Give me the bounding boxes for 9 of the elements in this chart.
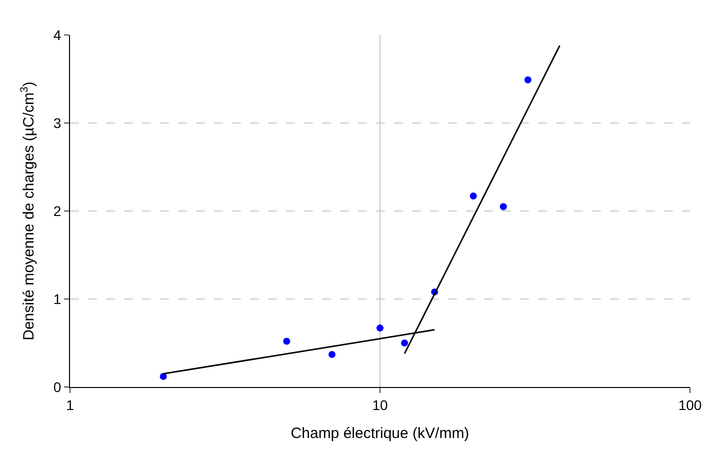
y-tick-label: 4 bbox=[53, 26, 62, 43]
y-tick-label: 2 bbox=[53, 202, 62, 219]
y-tick-label: 0 bbox=[53, 378, 62, 395]
x-axis-title: Champ électrique (kV/mm) bbox=[290, 424, 470, 442]
y-tick-label: 1 bbox=[53, 290, 62, 307]
x-tick-label: 10 bbox=[372, 396, 388, 413]
x-tick-label: 1 bbox=[66, 396, 74, 413]
y-tick-label: 3 bbox=[53, 114, 62, 131]
x-tick-label: 100 bbox=[678, 396, 702, 413]
